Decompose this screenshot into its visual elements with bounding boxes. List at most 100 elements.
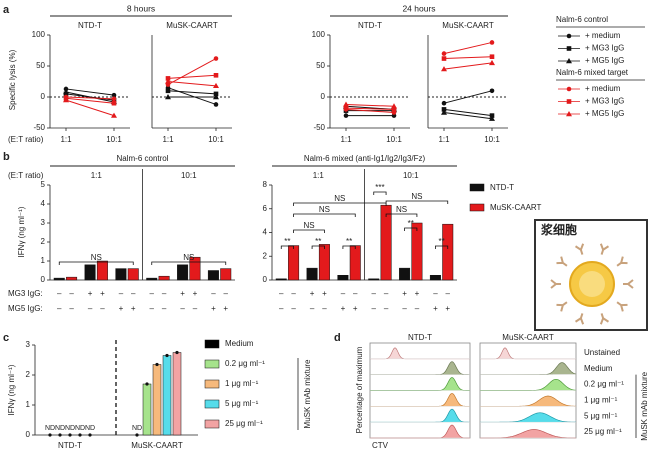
legend-label: + MG5 IgG [585, 56, 624, 65]
data-point [155, 362, 159, 367]
histogram [370, 361, 471, 376]
y-tick-label: 2 [41, 237, 46, 246]
bar [411, 222, 423, 281]
value-label: ND [132, 425, 142, 432]
sign: – [119, 289, 124, 298]
y-tick-label: -50 [313, 123, 325, 132]
data-point [441, 51, 447, 56]
nd-dot [48, 433, 52, 437]
series-line [345, 103, 395, 107]
x-tick-label: 1:1 [438, 135, 450, 144]
group-label: 10:1 [403, 171, 419, 180]
x-tick-label: 10:1 [208, 135, 224, 144]
legend-marker [566, 46, 572, 51]
row-label: 0.2 μg ml⁻¹ [584, 380, 624, 389]
data-point [343, 101, 349, 107]
data-point [391, 103, 397, 109]
panel-letter: b [3, 151, 10, 163]
sign: – [372, 304, 377, 313]
y-axis-label: IFNγ (ng ml⁻¹) [17, 206, 26, 257]
legend-label: 25 μg ml⁻¹ [225, 419, 263, 428]
y-tick-label: -50 [33, 123, 45, 132]
row-label: 1 μg ml⁻¹ [584, 396, 618, 405]
legend-marker [566, 99, 572, 104]
sign: – [415, 304, 420, 313]
bracket [342, 245, 356, 249]
bar [127, 268, 139, 281]
series-line [345, 108, 395, 113]
data-point [63, 86, 69, 92]
sign: + [322, 289, 327, 298]
subplot-title: NTD-T [358, 21, 382, 30]
histogram [480, 378, 577, 391]
sign: + [415, 289, 420, 298]
sign: – [211, 289, 216, 298]
row-label: MG5 IgG: [8, 304, 43, 313]
antibody [623, 279, 634, 289]
bar [275, 278, 287, 281]
data-point [63, 89, 69, 95]
antibody [556, 256, 568, 267]
data-point [165, 88, 171, 94]
data-point [441, 56, 447, 61]
series-line [443, 108, 493, 117]
y-tick-label: 3 [26, 340, 31, 349]
sign: + [100, 289, 105, 298]
data-point [111, 112, 117, 118]
sign: – [353, 289, 358, 298]
x-tick-label: NTD-T [58, 441, 82, 450]
y-tick-label: 0 [26, 430, 31, 439]
series-line [443, 56, 493, 60]
data-point [213, 56, 219, 61]
sign: – [57, 289, 62, 298]
legend-label: 5 μg ml⁻¹ [225, 399, 259, 408]
data-point [489, 115, 495, 121]
bar [177, 264, 189, 281]
row-label: MG3 IgG: [8, 289, 43, 298]
bracket [293, 202, 387, 206]
row-label: Medium [584, 364, 613, 373]
bar [368, 278, 380, 281]
series-line [65, 96, 115, 100]
sign: – [384, 304, 389, 313]
value-label: ND [65, 425, 75, 432]
significance: ** [284, 237, 290, 246]
legend-label: + medium [585, 31, 621, 40]
y-tick-label: 8 [263, 180, 268, 189]
antibody [616, 301, 628, 312]
data-point [145, 382, 149, 386]
legend-group-title: Nalm-6 mixed target [556, 68, 629, 77]
panel-letter: d [334, 332, 341, 344]
legend-swatch [204, 359, 220, 369]
legend-swatch [204, 419, 220, 429]
sign: – [150, 304, 155, 313]
column-title: MuSK-CAART [502, 333, 554, 342]
sign: – [279, 289, 284, 298]
sign: – [224, 289, 229, 298]
cartoon-label: 浆细胞 [540, 222, 577, 237]
legend-label: + medium [585, 84, 621, 93]
data-point [111, 100, 117, 106]
data-point [343, 113, 349, 118]
data-point [489, 40, 495, 45]
legend-label: Medium [225, 339, 254, 348]
y-axis-label: Percentage of maximum [355, 346, 364, 433]
bar [66, 276, 78, 281]
y-tick-label: 6 [263, 204, 268, 213]
y-tick-label: 5 [41, 180, 46, 189]
subplot-title: NTD-T [78, 21, 102, 30]
significance: NS [303, 221, 314, 230]
data-point [489, 113, 495, 118]
sign: – [69, 304, 74, 313]
group-label: 1:1 [313, 171, 325, 180]
series-line [65, 88, 115, 96]
x-tick-label: 1:1 [60, 135, 72, 144]
legend-marker [566, 86, 572, 92]
legend-swatch [204, 339, 220, 349]
sign: – [88, 304, 93, 313]
bar [306, 267, 318, 281]
series-line [65, 91, 115, 103]
nd-dot [58, 433, 62, 437]
x-tick-label: 1:1 [162, 135, 174, 144]
sign: + [119, 304, 124, 313]
